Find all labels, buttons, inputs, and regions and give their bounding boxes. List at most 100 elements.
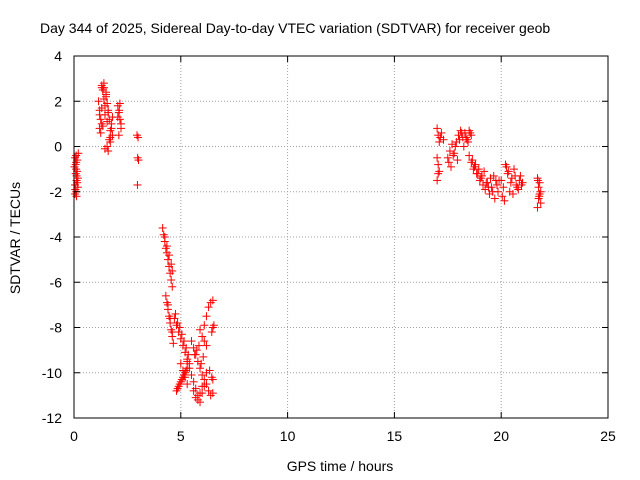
data-point — [173, 384, 182, 393]
data-point — [481, 185, 490, 194]
data-point — [479, 180, 488, 189]
data-point — [196, 389, 205, 398]
y-tick-label: -6 — [50, 274, 63, 290]
data-point — [437, 128, 446, 137]
data-point — [177, 375, 186, 384]
data-point — [196, 325, 205, 334]
data-point — [502, 162, 511, 171]
data-point — [113, 113, 122, 122]
data-point — [103, 99, 112, 108]
data-point — [176, 359, 185, 368]
data-point — [476, 174, 485, 183]
data-point — [116, 119, 125, 128]
y-axis-label: SDTVAR / TECUs — [7, 182, 23, 294]
data-point — [71, 180, 80, 189]
data-point — [165, 312, 174, 321]
data-point — [198, 371, 207, 380]
data-point — [189, 386, 198, 395]
data-point — [435, 167, 444, 176]
data-point — [166, 269, 175, 278]
data-point — [191, 384, 200, 393]
data-point — [182, 343, 191, 352]
x-tick-label: 20 — [493, 428, 509, 444]
data-point — [207, 328, 216, 337]
data-point — [97, 83, 106, 92]
data-points — [70, 79, 545, 407]
data-point — [536, 187, 545, 196]
data-point — [72, 151, 81, 160]
data-point — [114, 131, 123, 140]
data-point — [204, 386, 213, 395]
data-point — [115, 115, 124, 124]
data-point — [497, 176, 506, 185]
data-point — [199, 352, 208, 361]
data-point — [133, 153, 142, 162]
data-point — [100, 144, 109, 153]
data-point — [167, 325, 176, 334]
data-point — [185, 364, 194, 373]
data-point — [433, 153, 442, 162]
data-point — [162, 242, 171, 251]
data-point — [175, 323, 184, 332]
data-point — [163, 300, 172, 309]
data-point — [193, 395, 202, 404]
data-point — [517, 180, 526, 189]
data-point — [439, 135, 448, 144]
data-point — [465, 151, 474, 160]
data-point — [445, 147, 454, 156]
data-point — [169, 339, 178, 348]
data-point — [106, 133, 115, 142]
data-point — [487, 183, 496, 192]
data-point — [503, 169, 512, 178]
data-point — [451, 142, 460, 151]
data-point — [73, 174, 82, 183]
data-point — [506, 178, 515, 187]
data-point — [72, 158, 81, 167]
data-point — [515, 176, 524, 185]
y-tick-label: -12 — [42, 410, 62, 426]
x-tick-label: 15 — [387, 428, 403, 444]
data-point — [94, 97, 103, 106]
data-point — [171, 309, 180, 318]
data-point — [113, 101, 122, 110]
data-point — [167, 275, 176, 284]
data-point — [177, 330, 186, 339]
data-point — [433, 176, 442, 185]
data-point — [202, 312, 211, 321]
data-point — [466, 128, 475, 137]
data-point — [96, 115, 105, 124]
x-tick-label: 10 — [280, 428, 296, 444]
data-point — [175, 380, 184, 389]
data-point — [187, 337, 196, 346]
y-tick-label: -2 — [50, 184, 63, 200]
data-point — [453, 156, 462, 165]
data-point — [196, 398, 205, 407]
data-point — [492, 180, 501, 189]
data-point — [206, 298, 215, 307]
data-point — [200, 321, 209, 330]
data-point — [533, 176, 542, 185]
data-point — [99, 94, 108, 103]
data-point — [208, 375, 217, 384]
data-point — [206, 391, 215, 400]
data-point — [198, 382, 207, 391]
data-point — [103, 117, 112, 126]
data-point — [161, 291, 170, 300]
data-point — [96, 128, 105, 137]
data-point — [510, 165, 519, 174]
data-point — [511, 171, 520, 180]
x-tick-label: 25 — [600, 428, 616, 444]
data-point — [162, 298, 171, 307]
y-tick-label: -10 — [42, 365, 62, 381]
data-point — [194, 341, 203, 350]
data-point — [187, 371, 196, 380]
data-point — [97, 104, 106, 113]
data-point — [102, 90, 111, 99]
data-point — [95, 110, 104, 119]
data-point — [534, 183, 543, 192]
data-point — [434, 169, 443, 178]
data-point — [202, 380, 211, 389]
x-tick-label: 5 — [177, 428, 185, 444]
data-point — [163, 255, 172, 264]
data-point — [198, 332, 207, 341]
